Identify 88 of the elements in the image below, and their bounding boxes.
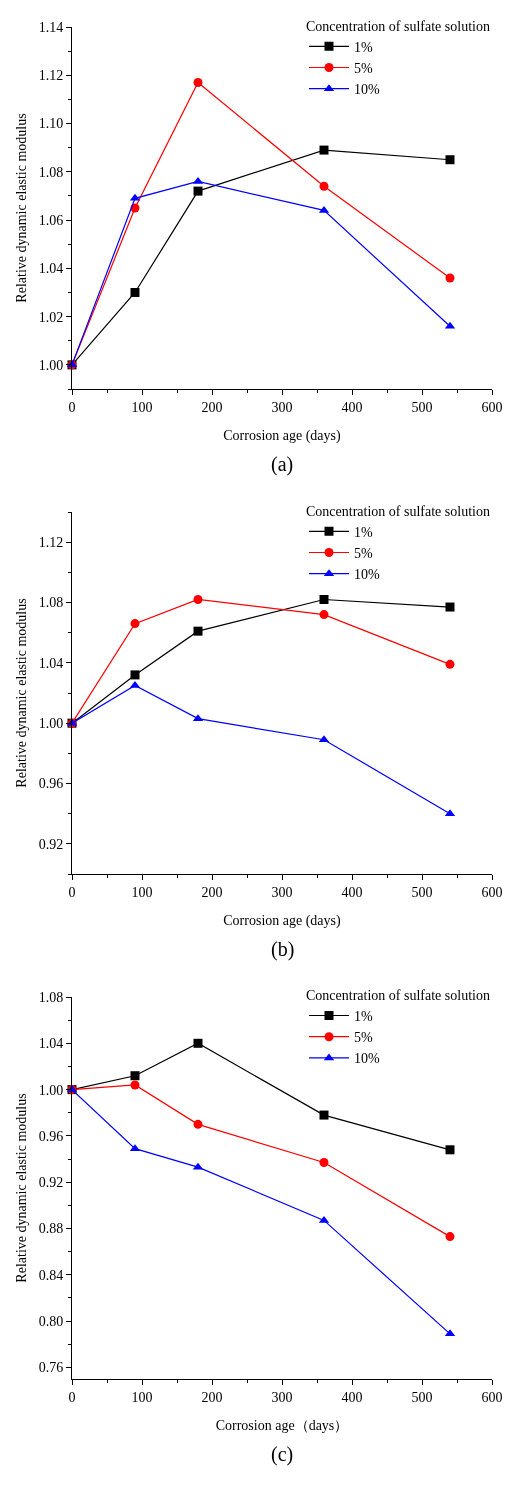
x-tick-label: 100: [131, 1389, 153, 1405]
y-tick-label: 0.80: [38, 1314, 64, 1330]
x-tick-label: 600: [481, 1389, 503, 1405]
point: [193, 594, 203, 604]
point: [319, 594, 329, 604]
legend-title: Concentration of sulfate solution: [306, 18, 490, 34]
legend-label: 1%: [354, 1008, 373, 1024]
y-tick-label: 0.84: [38, 1267, 64, 1283]
x-tick-label: 400: [341, 399, 363, 415]
x-tick-label: 400: [341, 884, 363, 900]
y-tick-label: 1.08: [38, 164, 64, 180]
point: [445, 273, 455, 283]
point: [445, 602, 455, 612]
point: [130, 619, 140, 629]
point: [445, 1232, 455, 1242]
point: [193, 626, 203, 636]
y-tick-label: 1.04: [38, 1036, 64, 1052]
point: [319, 181, 329, 191]
y-tick-label: 1.04: [38, 261, 64, 277]
legend-label: 5%: [354, 60, 373, 76]
x-tick-label: 100: [131, 884, 153, 900]
x-tick-label: 100: [131, 399, 153, 415]
y-tick-label: 1.08: [38, 989, 64, 1005]
y-tick-label: 0.92: [38, 1175, 64, 1191]
point: [193, 1119, 203, 1129]
x-tick-label: 500: [411, 884, 433, 900]
y-axis-title: Relative dynamic elastic modulus: [14, 1093, 30, 1283]
x-tick-label: 0: [68, 399, 76, 415]
x-axis-title: Corrosion age (days): [223, 913, 342, 930]
y-axis-title: Relative dynamic elastic modulus: [14, 598, 30, 788]
y-tick-label: 0.96: [38, 776, 64, 792]
x-tick-label: 400: [341, 1389, 363, 1405]
legend-title: Concentration of sulfate solution: [306, 503, 490, 519]
text: (a): [271, 453, 294, 476]
y-tick-label: 1.12: [38, 68, 64, 84]
x-tick-label: 200: [201, 399, 223, 415]
y-tick-label: 1.08: [38, 595, 64, 611]
x-tick-label: 0: [68, 884, 76, 900]
x-tick-label: 200: [201, 1389, 223, 1405]
legend-label: 10%: [354, 567, 380, 583]
legend-title: Concentration of sulfate solution: [306, 987, 490, 1003]
y-tick-label: 1.00: [38, 716, 64, 732]
point: [445, 1145, 455, 1155]
x-tick-label: 300: [271, 884, 293, 900]
x-tick-label: 600: [481, 399, 503, 415]
x-tick-label: 500: [411, 399, 433, 415]
point: [193, 78, 203, 88]
point: [193, 1038, 203, 1048]
y-tick-label: 1.12: [38, 535, 64, 551]
point: [319, 1110, 329, 1120]
legend-label: 1%: [354, 39, 373, 55]
point: [130, 670, 140, 680]
legend-label: 10%: [354, 82, 380, 98]
point: [319, 610, 329, 620]
legend-label: 10%: [354, 1051, 380, 1067]
y-tick-label: 1.14: [38, 19, 64, 35]
point: [445, 659, 455, 669]
x-tick-label: 600: [481, 884, 503, 900]
point: [319, 145, 329, 155]
text: (b): [271, 938, 295, 961]
y-tick-label: 1.04: [38, 655, 64, 671]
point: [130, 287, 140, 297]
y-tick-label: 0.92: [38, 836, 64, 852]
point: [193, 186, 203, 196]
y-tick-label: 0.88: [38, 1221, 64, 1237]
x-tick-label: 300: [271, 1389, 293, 1405]
x-tick-label: 0: [68, 1389, 76, 1405]
x-tick-label: 500: [411, 1389, 433, 1405]
y-tick-label: 1.06: [38, 212, 64, 228]
x-axis-title: Corrosion age (days): [223, 428, 342, 445]
point: [445, 155, 455, 165]
y-tick-label: 1.00: [38, 357, 64, 373]
legend-label: 5%: [354, 1030, 373, 1046]
text: (c): [271, 1443, 294, 1466]
legend-label: 5%: [354, 545, 373, 561]
x-axis-title: Corrosion age（days）: [215, 1418, 349, 1434]
x-tick-label: 200: [201, 884, 223, 900]
y-tick-label: 1.02: [38, 309, 64, 325]
y-axis-title: Relative dynamic elastic modulus: [14, 113, 30, 303]
y-tick-label: 1.10: [38, 116, 64, 132]
y-tick-label: 0.96: [38, 1128, 64, 1144]
point: [319, 1158, 329, 1168]
x-tick-label: 300: [271, 399, 293, 415]
legend-label: 1%: [354, 524, 373, 540]
y-tick-label: 0.76: [38, 1360, 64, 1376]
point: [130, 1080, 140, 1090]
point: [130, 1071, 140, 1081]
y-tick-label: 1.00: [38, 1082, 64, 1098]
